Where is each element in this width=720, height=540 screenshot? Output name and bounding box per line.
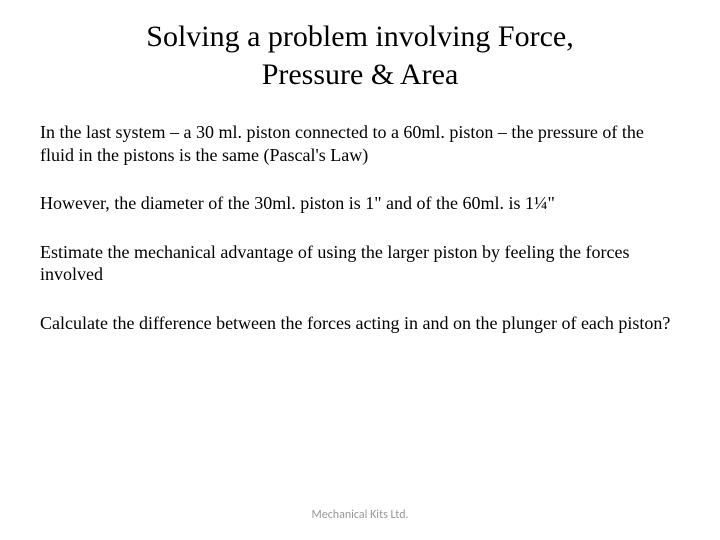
paragraph-4: Calculate the difference between the for… (40, 312, 680, 335)
slide-title: Solving a problem involving Force, Press… (40, 18, 680, 93)
paragraph-2: However, the diameter of the 30ml. pisto… (40, 192, 680, 215)
paragraph-1: In the last system – a 30 ml. piston con… (40, 121, 680, 166)
slide-container: Solving a problem involving Force, Press… (0, 0, 720, 540)
paragraph-3: Estimate the mechanical advantage of usi… (40, 241, 680, 286)
slide-footer: Mechanical Kits Ltd. (0, 508, 720, 522)
